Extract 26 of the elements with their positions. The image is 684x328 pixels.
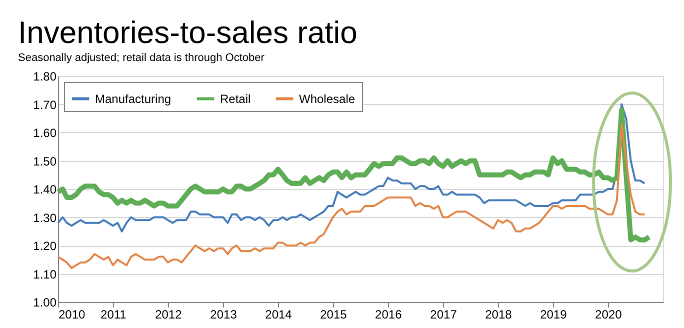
y-tick-label: 1.70 — [33, 98, 57, 112]
y-tick-label: 1.10 — [33, 267, 57, 282]
line-series — [57, 123, 646, 270]
chart-subtitle: Seasonally adjusted; retail data is through October — [18, 52, 265, 64]
chart-title: Inventories-to-sales ratio — [18, 15, 358, 50]
x-tick-label: 2011 — [100, 308, 127, 322]
y-tick-label: 1.50 — [33, 154, 57, 168]
x-tick-label: 2010 — [58, 308, 86, 322]
y-tick-label: 1.00 — [33, 296, 57, 310]
x-tick-label: 2016 — [375, 308, 402, 322]
x-tick-label: 2013 — [210, 308, 238, 322]
x-tick-label: 2020 — [595, 308, 622, 322]
legend-label: Wholesale — [299, 92, 356, 106]
y-tick-label: 1.20 — [33, 239, 57, 253]
legend-label: Manufacturing — [95, 92, 172, 106]
legend-label: Retail — [220, 92, 251, 106]
x-tick-label: 2017 — [430, 308, 458, 322]
x-tick-label: 2019 — [540, 308, 568, 322]
x-tick-label: 2014 — [265, 308, 292, 322]
x-tick-label: 2018 — [485, 308, 512, 322]
y-tick-label: 1.60 — [33, 126, 57, 140]
x-tick-label: 2015 — [320, 308, 348, 322]
y-tick-label: 1.40 — [33, 182, 57, 196]
y-tick-label: 1.80 — [33, 70, 57, 84]
y-tick-label: 1.30 — [33, 210, 57, 225]
x-tick-label: 2012 — [155, 308, 182, 322]
